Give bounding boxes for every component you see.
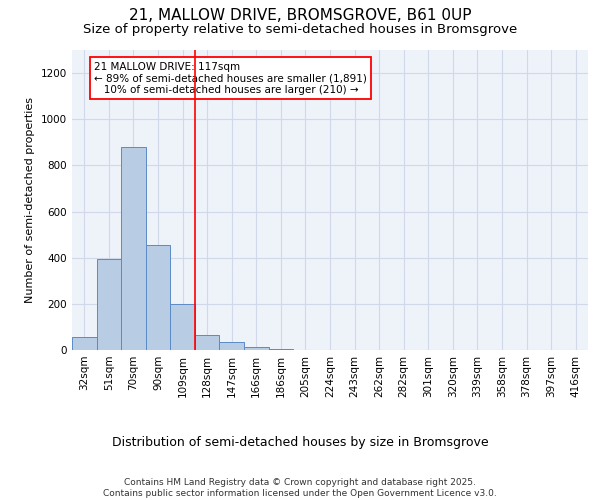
Bar [170,304,195,350]
Bar [121,147,146,350]
Text: Contains HM Land Registry data © Crown copyright and database right 2025.
Contai: Contains HM Land Registry data © Crown c… [103,478,497,498]
Y-axis label: Number of semi-detached properties: Number of semi-detached properties [25,97,35,303]
Bar [195,335,220,350]
Bar [72,338,97,350]
Text: 21, MALLOW DRIVE, BROMSGROVE, B61 0UP: 21, MALLOW DRIVE, BROMSGROVE, B61 0UP [129,8,471,22]
Bar [97,259,121,350]
Text: Distribution of semi-detached houses by size in Bromsgrove: Distribution of semi-detached houses by … [112,436,488,449]
Text: Size of property relative to semi-detached houses in Bromsgrove: Size of property relative to semi-detach… [83,22,517,36]
Bar [146,245,170,350]
Bar [244,346,269,350]
Text: 21 MALLOW DRIVE: 117sqm
← 89% of semi-detached houses are smaller (1,891)
   10%: 21 MALLOW DRIVE: 117sqm ← 89% of semi-de… [94,62,367,94]
Bar [269,349,293,350]
Bar [220,342,244,350]
